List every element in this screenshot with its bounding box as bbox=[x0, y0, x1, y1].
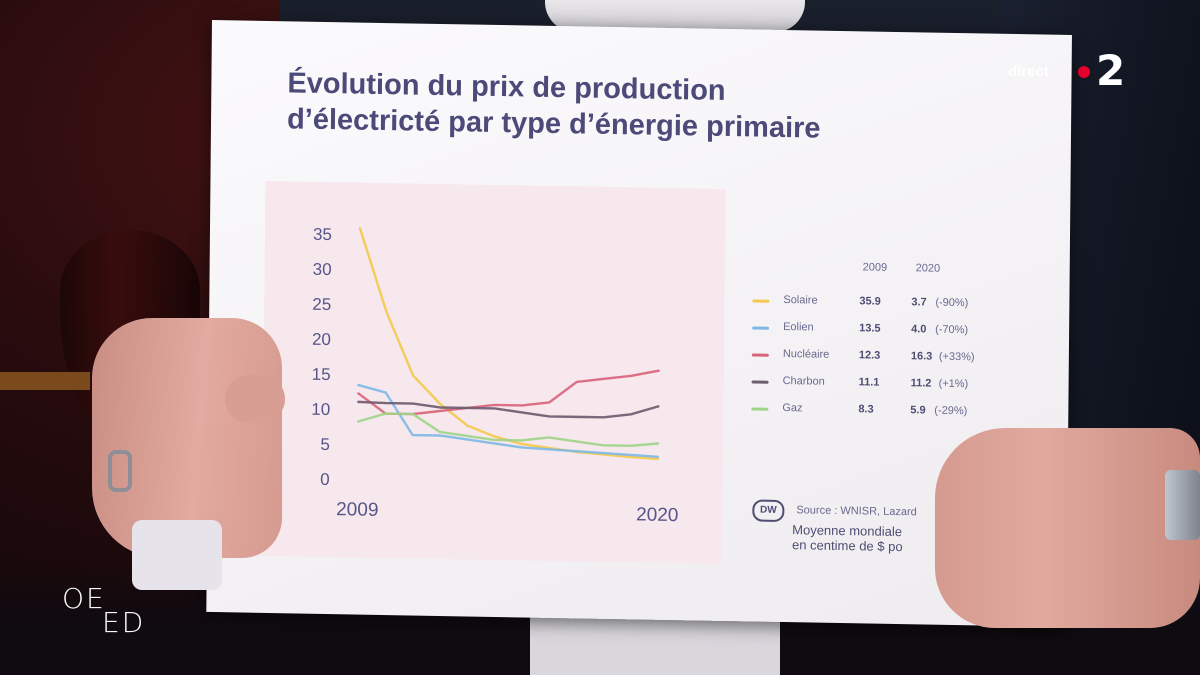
legend-value-2020: 11.2 bbox=[910, 377, 932, 390]
show-logo-line1: OE bbox=[62, 582, 106, 615]
legend-header-2009: 2009 bbox=[862, 261, 888, 274]
show-logo-line2: ED bbox=[102, 606, 146, 639]
y-tick-label: 35 bbox=[313, 225, 332, 244]
legend-value-2020: 16.3 bbox=[910, 350, 933, 363]
legend-value-2009: 8.3 bbox=[858, 403, 874, 416]
legend-row-nucleaire: Nucléaire 12.3 16.3 (+33%) bbox=[749, 345, 1049, 368]
legend-value-2020: 5.9 bbox=[910, 404, 926, 417]
x-tick-label: 2009 bbox=[336, 499, 378, 521]
source-block: DW Source : WNISR, Lazard Moyenne mondia… bbox=[752, 499, 952, 554]
legend-value-2020: 3.7 bbox=[911, 296, 927, 309]
wedding-ring bbox=[108, 450, 132, 492]
y-tick-label: 0 bbox=[320, 470, 330, 489]
series-line-charbon bbox=[357, 400, 660, 419]
channel-number: 2 bbox=[1096, 46, 1126, 95]
left-shirt-cuff bbox=[132, 520, 222, 590]
legend-swatch-nucleaire bbox=[751, 353, 769, 357]
y-tick-label: 10 bbox=[311, 400, 330, 419]
left-thumb bbox=[225, 375, 285, 423]
series-line-gaz bbox=[356, 412, 660, 448]
y-tick-label: 30 bbox=[313, 260, 332, 279]
legend-row-charbon: Charbon 11.1 11.2 (+1%) bbox=[749, 372, 1049, 395]
legend-value-2009: 12.3 bbox=[858, 349, 881, 362]
legend-change: (-90%) bbox=[935, 296, 969, 310]
legend-row-solaire: Solaire 35.9 3.7 (-90%) bbox=[749, 291, 1049, 314]
live-dot-icon bbox=[1078, 66, 1090, 78]
legend-row-eolien: Eolien 13.5 4.0 (-70%) bbox=[749, 318, 1049, 341]
x-tick-label: 2020 bbox=[636, 504, 678, 526]
legend-value-2009: 11.1 bbox=[858, 376, 880, 389]
legend-swatch-eolien bbox=[752, 326, 770, 330]
legend-value-2009: 35.9 bbox=[859, 295, 881, 308]
chart-panel: 0 5 10 15 20 25 30 35 2009 2020 bbox=[261, 180, 726, 564]
chart-legend: 2009 2020 Solaire 35.9 3.7 (-90%) Eolien… bbox=[748, 259, 1050, 434]
legend-row-gaz: Gaz 8.3 5.9 (-29%) bbox=[748, 399, 1048, 422]
board-title-line2: d’électricté par type d’énergie primaire bbox=[286, 103, 821, 145]
y-tick-label: 15 bbox=[312, 365, 331, 384]
legend-label: Nucléaire bbox=[782, 347, 830, 361]
board-title-line1: Évolution du prix de production bbox=[287, 67, 726, 107]
unit-note-line2: en centime de $ po bbox=[791, 537, 903, 555]
dw-logo: DW bbox=[752, 499, 785, 523]
legend-label: Charbon bbox=[782, 374, 825, 388]
series-line-eolien bbox=[357, 383, 660, 459]
legend-label: Solaire bbox=[783, 293, 818, 307]
legend-label: Gaz bbox=[782, 401, 803, 415]
line-chart: 0 5 10 15 20 25 30 35 2009 2020 bbox=[311, 225, 678, 526]
show-logo: OE ED bbox=[62, 582, 182, 642]
y-tick-label: 20 bbox=[312, 330, 331, 349]
legend-header-2020: 2020 bbox=[915, 262, 941, 275]
legend-swatch-charbon bbox=[751, 380, 769, 384]
left-hand bbox=[92, 318, 282, 558]
legend-label: Eolien bbox=[783, 320, 814, 334]
right-hand bbox=[935, 428, 1200, 628]
wrist-watch bbox=[1165, 470, 1200, 540]
legend-change: (+33%) bbox=[938, 350, 975, 364]
board-title: Évolution du prix de production d’électr… bbox=[287, 65, 968, 149]
legend-swatch-solaire bbox=[752, 299, 770, 303]
legend-swatch-gaz bbox=[751, 407, 769, 411]
live-label: direct bbox=[1008, 63, 1049, 80]
y-tick-label: 5 bbox=[320, 435, 330, 454]
legend-change: (+1%) bbox=[938, 377, 969, 391]
legend-value-2020: 4.0 bbox=[911, 323, 927, 336]
y-tick-label: 25 bbox=[312, 295, 331, 314]
series-line-solaire bbox=[358, 227, 660, 461]
legend-change: (-70%) bbox=[935, 323, 969, 337]
source-text: Source : WNISR, Lazard bbox=[796, 504, 917, 519]
legend-value-2009: 13.5 bbox=[859, 322, 881, 335]
legend-change: (-29%) bbox=[934, 404, 968, 418]
presentation-board: Évolution du prix de production d’électr… bbox=[206, 20, 1072, 627]
table-edge bbox=[0, 372, 90, 390]
